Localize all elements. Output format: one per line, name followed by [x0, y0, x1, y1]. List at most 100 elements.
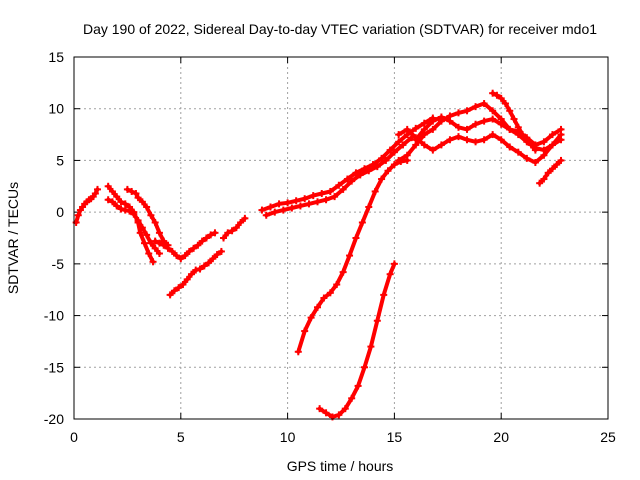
y-tick-labels: -20 -15 -10 -5 0 5 10 15: [44, 49, 64, 427]
data-point: [557, 156, 565, 164]
data-point: [179, 281, 187, 289]
data-point: [136, 229, 144, 237]
plot-area: [72, 89, 565, 421]
data-point: [553, 161, 561, 169]
data-point: [108, 198, 116, 206]
data-point: [352, 234, 360, 242]
data-point: [480, 117, 488, 125]
data-point: [322, 409, 330, 417]
data-point: [339, 268, 347, 276]
data-point: [294, 348, 302, 356]
data-point: [200, 262, 208, 270]
data-point: [183, 275, 191, 283]
series-track-15: [489, 89, 539, 154]
data-point: [164, 244, 172, 252]
data-point: [211, 229, 219, 237]
data-point: [155, 239, 163, 247]
data-point: [134, 216, 142, 224]
data-point: [331, 193, 339, 201]
data-point: [207, 231, 215, 239]
series-track-10: [294, 156, 411, 356]
data-point: [437, 141, 445, 149]
data-point: [514, 148, 522, 156]
grid-lines: [74, 57, 608, 419]
data-point: [382, 156, 390, 164]
data-point: [531, 146, 539, 154]
data-point: [181, 252, 189, 260]
data-point: [403, 151, 411, 159]
data-point: [192, 266, 200, 274]
data-point: [267, 203, 275, 211]
plot-frame: [73, 56, 609, 420]
data-point: [296, 202, 304, 210]
data-point: [138, 224, 146, 232]
data-point: [117, 198, 125, 206]
data-point: [151, 237, 159, 245]
data-point: [123, 185, 131, 193]
data-point: [523, 136, 531, 144]
data-point: [510, 115, 518, 123]
data-point: [454, 109, 462, 117]
data-point: [480, 136, 488, 144]
data-point: [390, 260, 398, 268]
data-point: [213, 251, 221, 259]
data-point: [527, 141, 535, 149]
y-tick-label: 0: [56, 204, 64, 220]
data-point: [314, 303, 322, 311]
data-point: [205, 259, 213, 267]
data-point: [309, 192, 317, 200]
data-point: [140, 239, 148, 247]
data-point: [446, 136, 454, 144]
data-point: [335, 411, 343, 419]
data-point: [74, 211, 82, 219]
series-line: [296, 158, 410, 354]
data-point: [489, 107, 497, 115]
series-track-14: [412, 113, 565, 149]
data-point: [373, 317, 381, 325]
y-axis-label: SDTVAR / TECUs: [5, 182, 21, 294]
series-track-7: [220, 214, 249, 242]
data-point: [544, 169, 552, 177]
series-track-1: [72, 185, 101, 226]
data-point: [378, 154, 386, 162]
data-point: [386, 146, 394, 154]
data-point: [322, 196, 330, 204]
data-point: [390, 161, 398, 169]
data-point: [386, 270, 394, 278]
data-point: [339, 185, 347, 193]
data-point: [333, 281, 341, 289]
data-point: [506, 107, 514, 115]
data-point: [454, 123, 462, 131]
y-tick-label: -20: [44, 411, 64, 427]
data-point: [360, 363, 368, 371]
data-point: [395, 156, 403, 164]
data-point: [497, 136, 505, 144]
x-tick-label: 25: [600, 429, 616, 445]
x-axis-label: GPS time / hours: [287, 458, 394, 474]
data-point: [104, 196, 112, 204]
data-point: [301, 195, 309, 203]
data-point: [151, 244, 159, 252]
data-point: [307, 314, 315, 322]
data-point: [429, 146, 437, 154]
data-point: [175, 284, 183, 292]
data-point: [489, 115, 497, 123]
data-point: [429, 125, 437, 133]
data-point: [326, 289, 334, 297]
data-point: [395, 131, 403, 139]
data-point: [284, 199, 292, 207]
data-point: [548, 131, 556, 139]
y-tick-label: -15: [44, 359, 64, 375]
data-point: [117, 205, 125, 213]
data-point: [446, 117, 454, 125]
data-point: [489, 131, 497, 139]
y-tick-label: 10: [48, 101, 64, 117]
data-point: [241, 214, 249, 222]
data-point: [437, 113, 445, 121]
data-point: [540, 175, 548, 183]
data-point: [506, 143, 514, 151]
data-point: [557, 125, 565, 133]
data-point: [384, 167, 392, 175]
data-point: [194, 241, 202, 249]
data-point: [378, 175, 386, 183]
